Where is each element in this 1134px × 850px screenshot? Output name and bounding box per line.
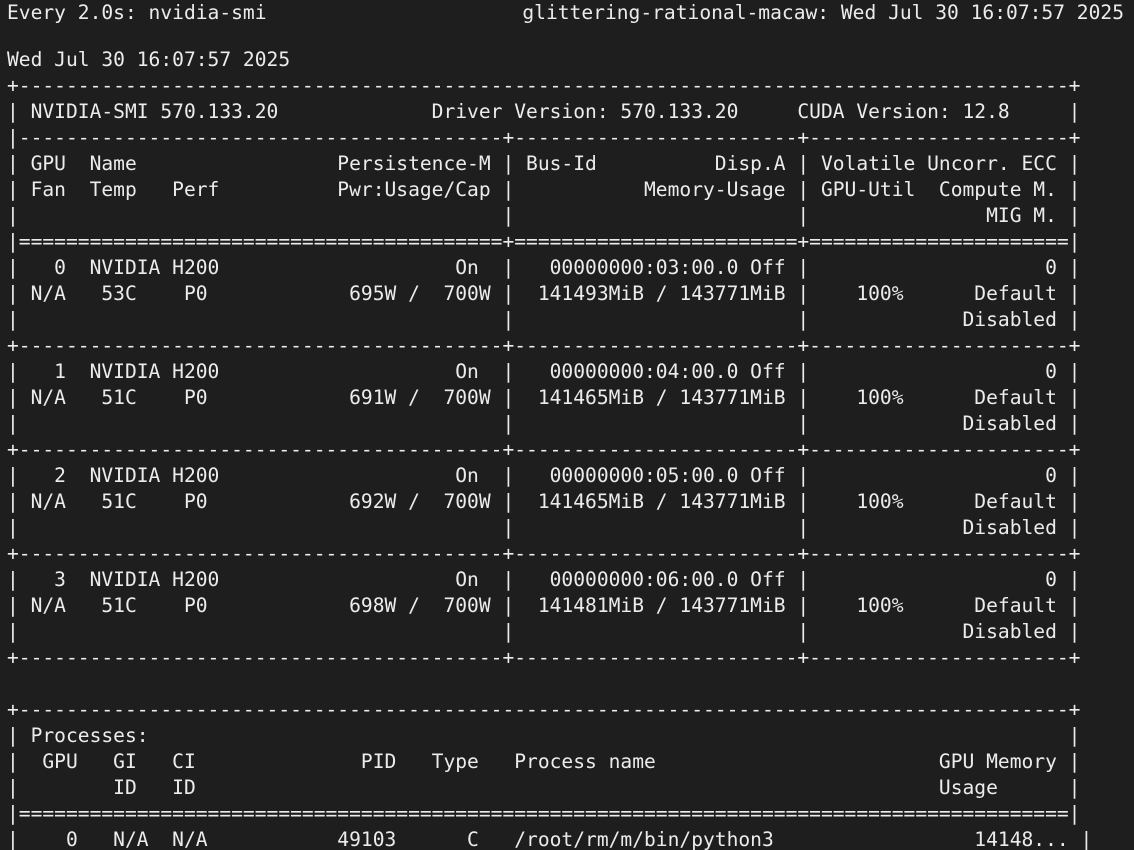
output-line: Wed Jul 30 16:07:57 2025 [7,48,291,71]
output-line: |---------------------------------------… [7,126,1081,149]
output-line: | | | Disabled | [7,620,1081,643]
output-line: +---------------------------------------… [7,334,1081,357]
output-line: |=======================================… [7,230,1081,253]
output-line: +---------------------------------------… [7,438,1081,461]
output-line: | N/A 51C P0 692W / 700W | 141465MiB / 1… [7,490,1081,513]
output-line: | ID ID Usage | [7,776,1081,799]
output-line: | 3 NVIDIA H200 On | 00000000:06:00.0 Of… [7,568,1081,591]
output-line: | Processes: | [7,724,1081,747]
output-line: | NVIDIA-SMI 570.133.20 Driver Version: … [7,100,1081,123]
output-line: | N/A 51C P0 691W / 700W | 141465MiB / 1… [7,386,1081,409]
output-line: +---------------------------------------… [7,646,1081,669]
output-line: | 0 N/A N/A 49103 C /root/rm/m/bin/pytho… [7,828,1093,850]
output-line: | 0 NVIDIA H200 On | 00000000:03:00.0 Of… [7,256,1081,279]
output-line: | N/A 51C P0 698W / 700W | 141481MiB / 1… [7,594,1081,617]
watch-command: Every 2.0s: nvidia-smi [7,1,267,24]
host-timestamp: glittering-rational-macaw: Wed Jul 30 16… [522,1,1124,24]
output-line: | | | MIG M. | [7,204,1081,227]
output-line: +---------------------------------------… [7,74,1081,97]
output-line: | 2 NVIDIA H200 On | 00000000:05:00.0 Of… [7,464,1081,487]
output-line: | N/A 53C P0 695W / 700W | 141493MiB / 1… [7,282,1081,305]
output-line: +---------------------------------------… [7,542,1081,565]
output-line: | Fan Temp Perf Pwr:Usage/Cap | Memory-U… [7,178,1081,201]
output-line: +---------------------------------------… [7,698,1081,721]
output-line: | GPU GI CI PID Type Process name GPU Me… [7,750,1081,773]
output-line: | | | Disabled | [7,308,1081,331]
output-line: | GPU Name Persistence-M | Bus-Id Disp.A… [7,152,1081,175]
output-line: |=======================================… [7,802,1081,825]
output-line: | 1 NVIDIA H200 On | 00000000:04:00.0 Of… [7,360,1081,383]
output-line: | | | Disabled | [7,412,1081,435]
output-line: | | | Disabled | [7,516,1081,539]
